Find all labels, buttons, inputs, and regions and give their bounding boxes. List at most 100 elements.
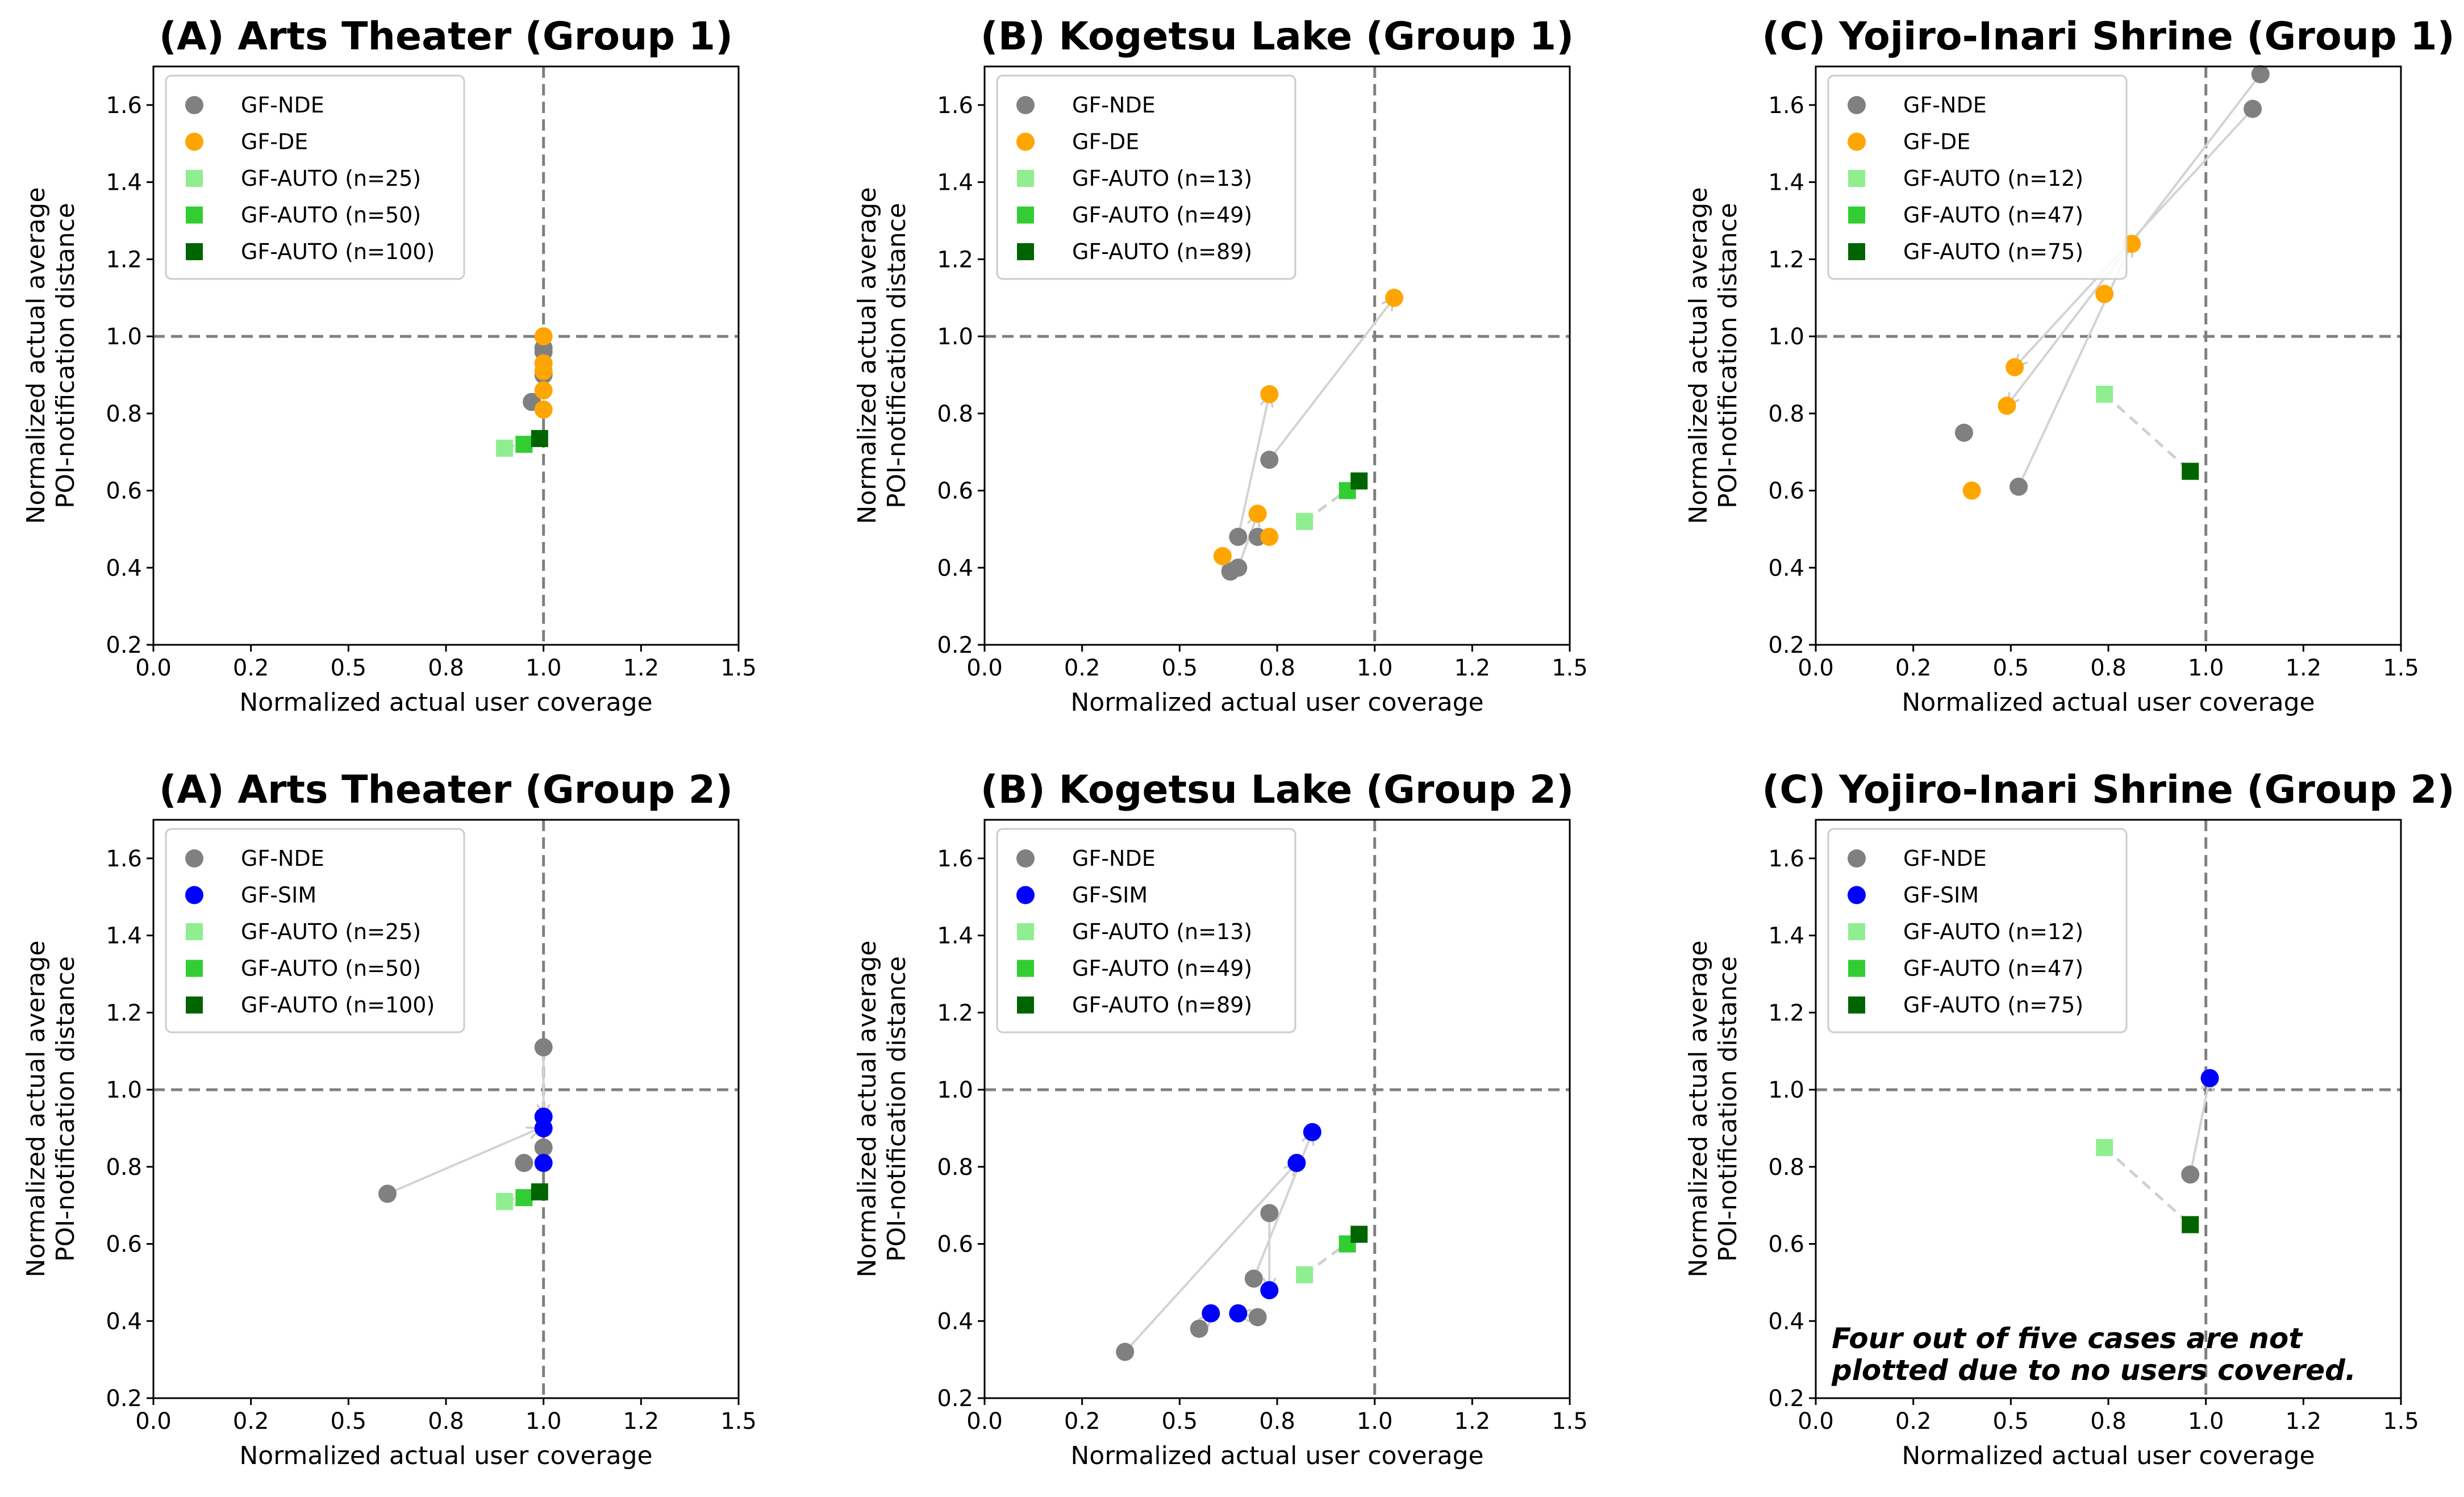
legend-square-marker	[1848, 960, 1865, 977]
gf-nde-point	[534, 1138, 553, 1157]
gf-nde-point	[1190, 1319, 1208, 1338]
legend-square-marker	[186, 206, 203, 224]
gf-auto-n-89-point	[1350, 472, 1368, 490]
y-axis-label-line-1: Normalized actual average	[22, 187, 51, 524]
legend-label: GF-SIM	[1903, 883, 1979, 908]
y-tick-label: 1.6	[1768, 846, 1804, 872]
legend-square-marker	[1017, 243, 1034, 260]
gf-sim-point	[1229, 1304, 1248, 1323]
gf-auto-n-25-point	[496, 1192, 513, 1210]
x-tick-label: 0.8	[1259, 655, 1295, 681]
legend-label: GF-NDE	[1903, 93, 1987, 118]
gf-sim-point	[1260, 1281, 1279, 1299]
x-tick-label: 0.5	[1993, 1408, 2029, 1435]
x-tick-label: 1.2	[2286, 1408, 2322, 1435]
legend-circle-marker	[1016, 132, 1035, 151]
legend-circle-marker	[1848, 886, 1866, 904]
gf-sim-point	[1303, 1123, 1321, 1141]
x-tick-label: 0.0	[1798, 655, 1834, 681]
chart-title: (C) Yojiro-Inari Shrine (Group 2)	[1762, 768, 2454, 812]
gf-de-point	[2095, 285, 2114, 303]
y-tick-label: 0.4	[1768, 555, 1804, 581]
annotation-note: Four out of five cases are not	[1832, 1322, 2303, 1355]
gf-de-point	[1260, 527, 1279, 546]
y-tick-label: 0.4	[937, 555, 973, 581]
gf-nde-point	[2009, 477, 2028, 496]
legend-label: GF-AUTO (n=13)	[1072, 166, 1252, 191]
legend-box	[996, 74, 1296, 280]
gf-nde-point	[1260, 451, 1279, 469]
y-tick-label: 1.2	[1768, 247, 1804, 273]
x-tick-label: 1.2	[1454, 655, 1491, 681]
legend-label: GF-AUTO (n=75)	[1903, 993, 2083, 1018]
axes-frame	[983, 65, 1571, 646]
legend-circle-marker	[185, 132, 203, 151]
x-tick-label: 0.2	[233, 655, 269, 681]
x-tick-label: 0.2	[233, 1408, 269, 1435]
gf-sim-point	[2200, 1069, 2219, 1087]
x-tick-label: 1.0	[1357, 655, 1393, 681]
x-tick-label: 1.2	[623, 1408, 660, 1435]
x-tick-label: 0.5	[1162, 1408, 1198, 1435]
gf-de-point	[534, 327, 553, 346]
legend-label: GF-AUTO (n=47)	[1903, 956, 2083, 981]
transition-arrow	[1237, 514, 1257, 568]
legend-label: GF-AUTO (n=100)	[241, 239, 435, 264]
y-tick-label: 0.6	[106, 478, 142, 504]
legend-square-marker	[1017, 170, 1034, 187]
y-tick-label: 0.2	[937, 632, 973, 658]
y-tick-label: 1.2	[1768, 1000, 1804, 1026]
legend-square-marker	[186, 923, 203, 940]
y-tick-label: 0.4	[106, 555, 142, 581]
y-axis-label-line-2: POI-notification distance	[1713, 203, 1742, 508]
legend-label: GF-AUTO (n=50)	[241, 203, 421, 228]
x-tick-label: 1.5	[720, 1408, 757, 1435]
legend-box	[165, 828, 465, 1033]
gf-auto-n-75-point	[2182, 1216, 2199, 1233]
x-tick-label: 0.5	[331, 1408, 367, 1435]
x-axis-label: Normalized actual user coverage	[1070, 688, 1483, 717]
y-tick-label: 0.2	[937, 1386, 973, 1412]
legend-label: GF-DE	[1072, 130, 1139, 155]
y-tick-label: 0.8	[1768, 1154, 1804, 1181]
transition-arrow	[1237, 394, 1269, 537]
legend-circle-marker	[1016, 886, 1035, 904]
legend-box	[1827, 828, 2128, 1033]
y-tick-label: 0.2	[1768, 632, 1804, 658]
y-axis-label-line-2: POI-notification distance	[882, 203, 911, 508]
y-tick-label: 1.6	[106, 93, 142, 119]
gf-nde-point	[1244, 1269, 1263, 1288]
gf-nde-point	[1229, 558, 1248, 577]
gf-nde-point	[2181, 1165, 2200, 1184]
y-tick-label: 0.8	[937, 1154, 973, 1181]
x-tick-label: 1.0	[2188, 655, 2224, 681]
chart-panel-1: (A) Arts Theater (Group 1)0.0 0.2 0.5 0.8 1.…	[22, 14, 757, 717]
y-tick-label: 0.2	[106, 632, 142, 658]
transition-arrow	[2017, 244, 2132, 487]
y-tick-label: 0.4	[106, 1308, 142, 1335]
x-tick-label: 0.2	[1895, 1408, 1932, 1435]
x-tick-label: 0.2	[1064, 655, 1100, 681]
x-axis-label: Normalized actual user coverage	[1902, 1441, 2315, 1470]
transition-arrow	[2189, 1078, 2209, 1175]
legend: GF-NDE GF-SIM GF-AUTO (n=12) GF-AUTO (n=47)…	[1827, 828, 2128, 1033]
x-axis-label: Normalized actual user coverage	[1070, 1441, 1483, 1470]
auto-dashed-link	[2103, 1146, 2191, 1226]
x-tick-label: 1.2	[2286, 655, 2322, 681]
transition-arrow	[1268, 298, 1394, 461]
legend-label: GF-AUTO (n=49)	[1072, 203, 1252, 228]
y-tick-label: 1.0	[937, 1077, 973, 1103]
transition-arrow	[387, 1128, 540, 1195]
y-tick-label: 1.2	[106, 1000, 142, 1026]
x-tick-label: 1.5	[2383, 1408, 2419, 1435]
axes-frame	[152, 819, 740, 1399]
x-tick-label: 1.5	[1552, 655, 1588, 681]
gf-auto-n-12-point	[2096, 385, 2113, 403]
legend: GF-NDE GF-SIM GF-AUTO (n=25) GF-AUTO (n=50)…	[165, 828, 465, 1033]
y-tick-label: 1.0	[106, 324, 142, 350]
legend-circle-marker	[185, 886, 203, 904]
y-tick-label: 0.6	[1768, 478, 1804, 504]
y-axis-label-line-2: POI-notification distance	[51, 956, 80, 1262]
x-tick-label: 0.5	[1162, 655, 1198, 681]
